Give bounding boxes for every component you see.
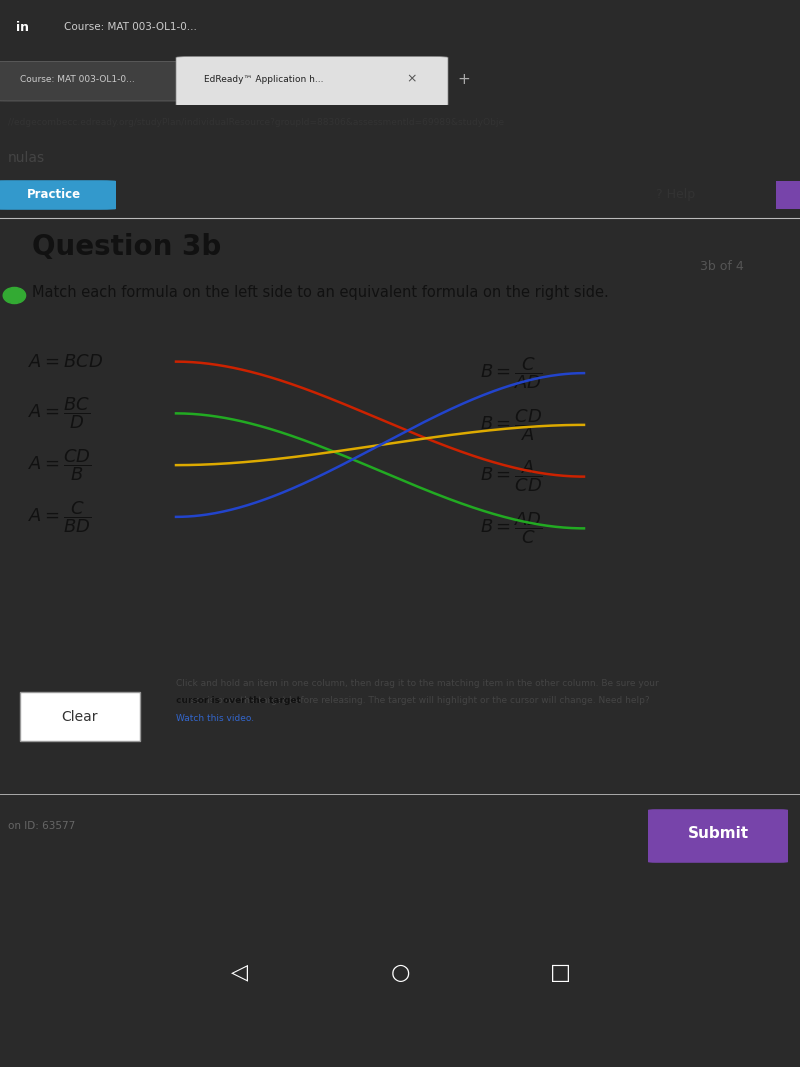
- Text: ◁: ◁: [231, 962, 249, 983]
- Text: $B = \dfrac{AD}{C}$: $B = \dfrac{AD}{C}$: [480, 510, 542, 546]
- Text: $A = \dfrac{CD}{B}$: $A = \dfrac{CD}{B}$: [28, 447, 92, 483]
- Text: cursor is over the target before releasing. The target will highlight or the cur: cursor is over the target before releasi…: [176, 697, 650, 705]
- Text: □: □: [550, 962, 570, 983]
- Text: Watch this video.: Watch this video.: [176, 714, 254, 722]
- Text: nulas: nulas: [8, 150, 45, 164]
- Text: $B = \dfrac{C}{AD}$: $B = \dfrac{C}{AD}$: [480, 355, 542, 391]
- Text: Match each formula on the left side to an equivalent formula on the right side.: Match each formula on the left side to a…: [32, 285, 609, 300]
- Bar: [776, 181, 800, 209]
- Text: EdReady™ Application h...: EdReady™ Application h...: [204, 75, 323, 83]
- Text: Clear: Clear: [62, 710, 98, 723]
- Text: $A = BCD$: $A = BCD$: [28, 352, 103, 370]
- Text: ○: ○: [390, 962, 410, 983]
- FancyBboxPatch shape: [648, 809, 788, 863]
- Text: $B = \dfrac{CD}{A}$: $B = \dfrac{CD}{A}$: [480, 407, 543, 443]
- Text: in: in: [16, 21, 29, 34]
- Text: 3b of 4: 3b of 4: [700, 260, 744, 273]
- Text: ×: ×: [406, 73, 418, 85]
- Text: Click and hold an item in one column, then drag it to the matching item in the o: Click and hold an item in one column, th…: [176, 679, 658, 688]
- Text: Course: MAT 003-OL1-0...: Course: MAT 003-OL1-0...: [20, 75, 134, 83]
- Circle shape: [3, 287, 26, 303]
- Text: $A = \dfrac{C}{BD}$: $A = \dfrac{C}{BD}$: [28, 499, 91, 535]
- Text: Submit: Submit: [688, 827, 749, 842]
- FancyBboxPatch shape: [0, 180, 116, 210]
- FancyBboxPatch shape: [0, 62, 200, 101]
- FancyBboxPatch shape: [20, 692, 140, 742]
- Text: +: +: [458, 71, 470, 86]
- Text: Question 3b: Question 3b: [32, 233, 222, 260]
- Text: cursor is over the target: cursor is over the target: [176, 697, 301, 705]
- Text: //edgecombecc.edready.org/studyPlan/individualResource?groupId=88306&assessmentI: //edgecombecc.edready.org/studyPlan/indi…: [8, 118, 504, 127]
- Text: ? Help: ? Help: [656, 188, 695, 201]
- Text: $A = \dfrac{BC}{D}$: $A = \dfrac{BC}{D}$: [28, 396, 90, 431]
- Text: $B = \dfrac{A}{CD}$: $B = \dfrac{A}{CD}$: [480, 459, 543, 494]
- Text: on ID: 63577: on ID: 63577: [8, 821, 75, 831]
- Text: Course: MAT 003-OL1-0...: Course: MAT 003-OL1-0...: [64, 22, 197, 32]
- Text: Practice: Practice: [27, 188, 82, 201]
- FancyBboxPatch shape: [176, 57, 448, 106]
